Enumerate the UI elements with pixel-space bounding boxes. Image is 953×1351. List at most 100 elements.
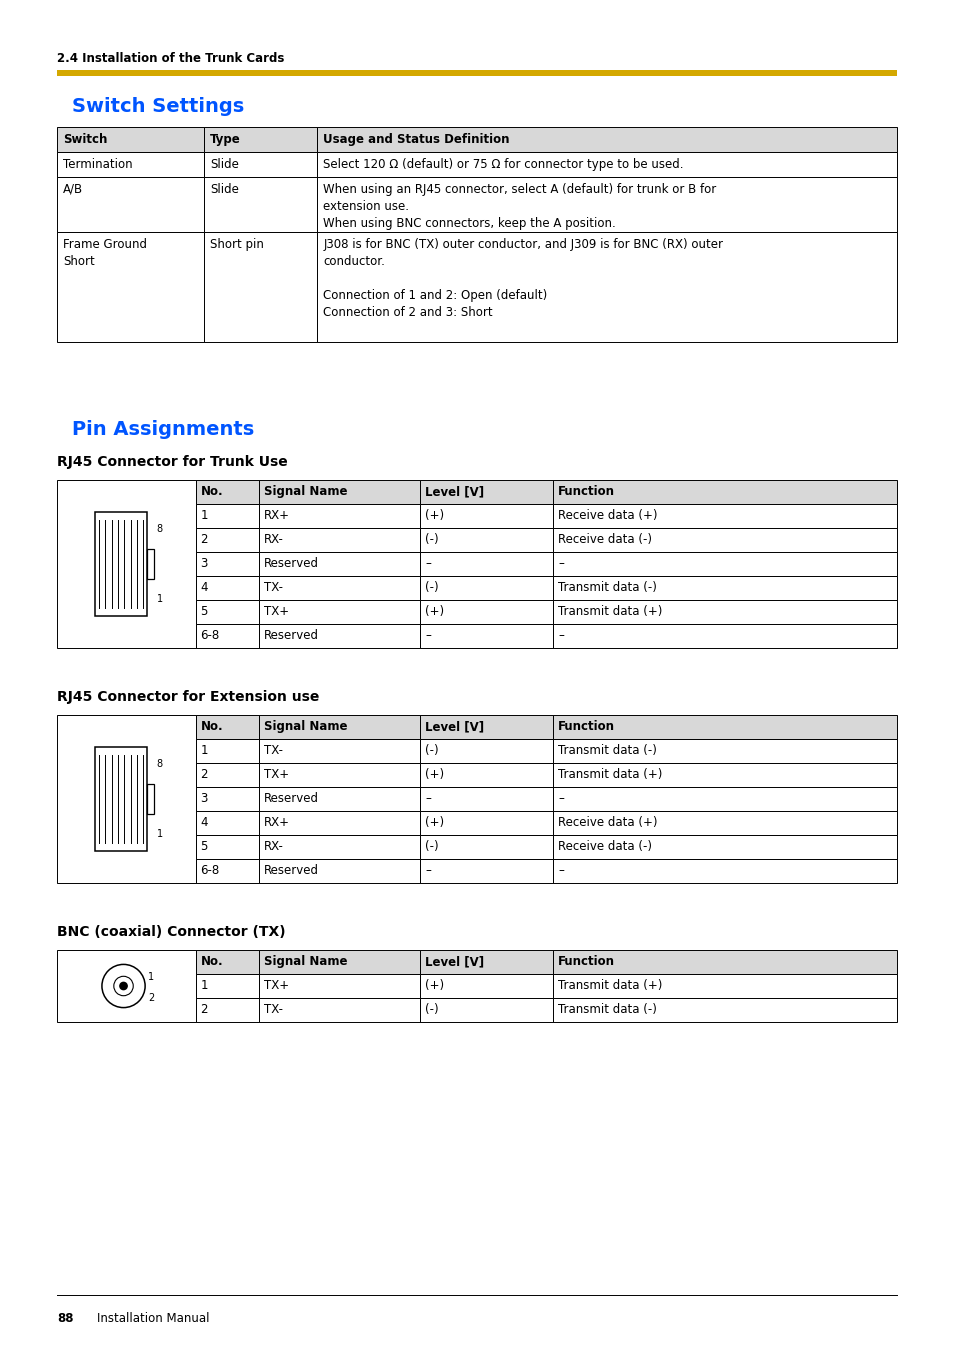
Text: Level [V]: Level [V] [425,485,484,499]
Text: 1: 1 [148,973,154,982]
Bar [553,528,896,553]
Bar [195,788,258,811]
Bar [419,763,553,788]
Bar [57,715,195,884]
Text: Switch Settings: Switch Settings [71,97,244,116]
Text: Installation Manual: Installation Manual [97,1312,210,1325]
Text: A/B: A/B [63,182,83,196]
Text: Frame Ground
Short: Frame Ground Short [63,238,147,267]
Text: 3: 3 [200,557,208,570]
Text: 8: 8 [156,524,163,535]
Bar [419,974,553,998]
Text: Receive data (+): Receive data (+) [558,509,658,521]
Bar [195,811,258,835]
Bar [195,763,258,788]
Text: 6-8: 6-8 [200,630,219,642]
Bar [419,624,553,648]
Text: Signal Name: Signal Name [263,720,347,734]
Bar [204,232,317,342]
Text: (+): (+) [425,979,444,992]
Bar [553,788,896,811]
Text: 4: 4 [200,816,208,830]
Text: Reserved: Reserved [263,557,318,570]
Bar [419,715,553,739]
Bar [195,974,258,998]
Text: 1: 1 [200,979,208,992]
Text: Receive data (+): Receive data (+) [558,816,658,830]
Bar [57,127,204,153]
Bar [195,504,258,528]
Text: Reserved: Reserved [263,630,318,642]
Text: RX+: RX+ [263,509,290,521]
Text: 2: 2 [200,767,208,781]
Text: 2: 2 [200,534,208,546]
Bar [419,950,553,974]
Bar [258,624,419,648]
Bar [419,553,553,576]
Bar [195,624,258,648]
Text: Slide: Slide [210,158,238,172]
Text: (+): (+) [425,767,444,781]
Text: 88: 88 [57,1312,73,1325]
Bar [553,811,896,835]
Text: Transmit data (+): Transmit data (+) [558,605,662,617]
Bar [553,998,896,1021]
Bar [553,480,896,504]
Bar [57,950,195,1021]
Bar [195,480,258,504]
Bar [195,739,258,763]
Bar [94,512,147,616]
Bar [553,624,896,648]
Text: RJ45 Connector for Extension use: RJ45 Connector for Extension use [57,690,319,704]
Bar [258,835,419,859]
Text: –: – [558,792,563,805]
Text: (-): (-) [425,534,438,546]
Bar [195,715,258,739]
Bar [195,528,258,553]
Text: –: – [425,865,431,877]
Bar [195,835,258,859]
Text: TX-: TX- [263,744,282,757]
Bar [419,600,553,624]
Bar [147,550,153,578]
Bar [419,480,553,504]
Bar [553,739,896,763]
Bar [258,974,419,998]
Text: TX-: TX- [263,581,282,594]
Circle shape [119,982,128,990]
Text: –: – [558,630,563,642]
Text: 4: 4 [200,581,208,594]
Bar [94,747,147,851]
Bar [258,528,419,553]
Bar [317,232,896,342]
Text: (+): (+) [425,509,444,521]
Text: Function: Function [558,720,615,734]
Bar [195,859,258,884]
Text: Slide: Slide [210,182,238,196]
Bar [553,715,896,739]
Text: 1: 1 [156,828,163,839]
Text: (-): (-) [425,840,438,852]
Bar [195,576,258,600]
Text: RJ45 Connector for Trunk Use: RJ45 Connector for Trunk Use [57,455,288,469]
Text: (-): (-) [425,744,438,757]
Bar [147,785,153,813]
Text: Transmit data (+): Transmit data (+) [558,979,662,992]
Text: –: – [425,557,431,570]
Text: No.: No. [200,485,223,499]
Bar [553,950,896,974]
Bar [195,600,258,624]
Text: Select 120 Ω (default) or 75 Ω for connector type to be used.: Select 120 Ω (default) or 75 Ω for conne… [323,158,683,172]
Text: Receive data (-): Receive data (-) [558,840,652,852]
Bar [57,480,195,648]
Text: TX-: TX- [263,1002,282,1016]
Bar [553,553,896,576]
Bar [204,127,317,153]
Bar [553,835,896,859]
Text: RX-: RX- [263,534,283,546]
Bar [419,504,553,528]
Bar [317,153,896,177]
Bar [57,153,204,177]
Bar [204,177,317,232]
Bar [553,576,896,600]
